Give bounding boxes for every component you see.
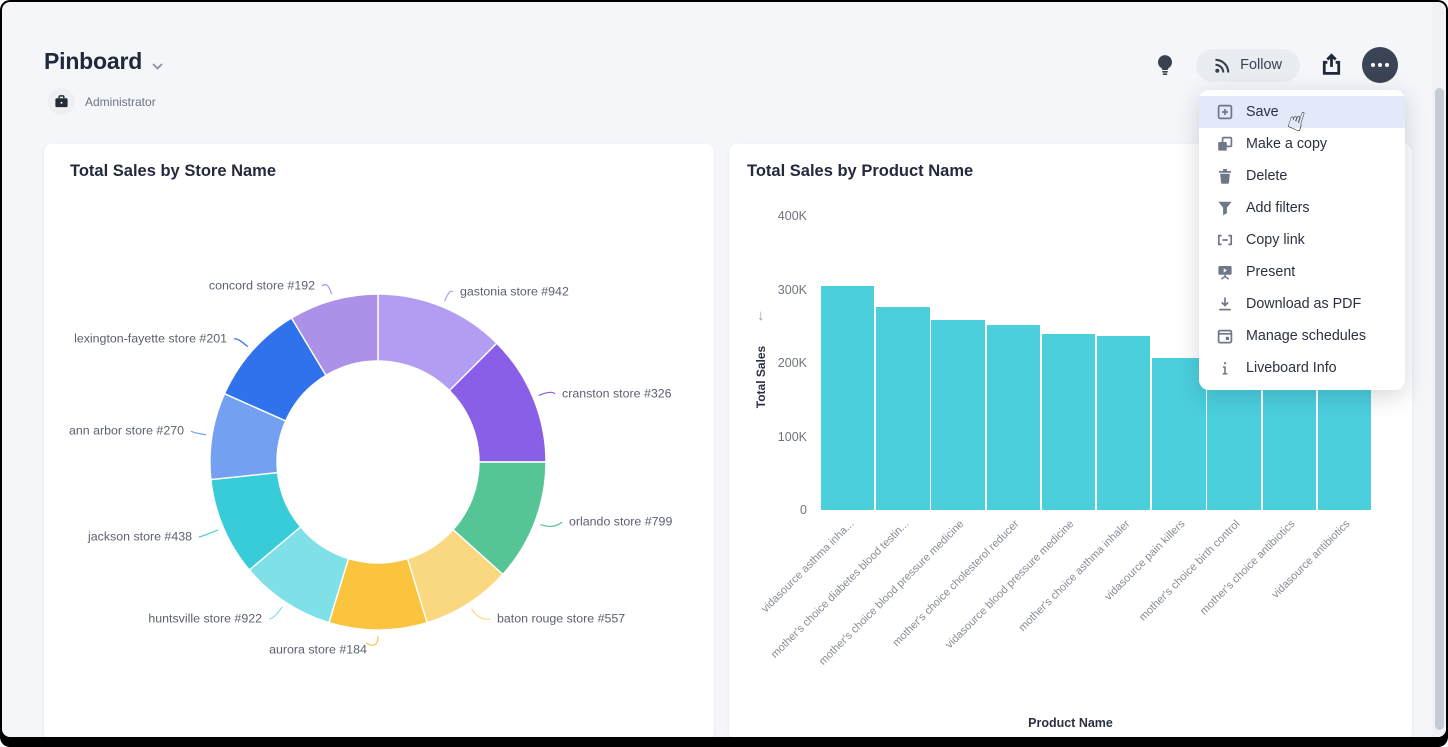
info-icon	[1216, 360, 1233, 377]
copy-icon	[1216, 136, 1233, 153]
bar-1[interactable]	[821, 285, 875, 510]
donut-label-leader	[233, 338, 249, 348]
avatar	[48, 88, 75, 115]
follow-label: Follow	[1240, 57, 1282, 73]
donut-label-leader	[470, 608, 491, 620]
page-scrollbar[interactable]	[1432, 2, 1446, 737]
menu-item-label: Delete	[1246, 168, 1288, 184]
y-tick-label: 300K	[777, 282, 807, 297]
menu-item-manage-schedules[interactable]: Manage schedules	[1199, 320, 1405, 352]
calendar-icon	[1216, 328, 1233, 345]
donut-label: aurora store #184	[269, 642, 367, 656]
menu-item-label: Present	[1246, 264, 1296, 280]
bar-4[interactable]	[986, 324, 1040, 510]
menu-item-add-filters[interactable]: Add filters	[1199, 192, 1405, 224]
donut-chart: gastonia store #942 cranston store #326 or…	[69, 278, 672, 656]
y-axis-title: Total Sales	[754, 345, 768, 409]
toolbar: Follow	[1148, 47, 1398, 83]
y-tick-label: 100K	[777, 429, 807, 444]
ellipsis-icon	[1385, 63, 1389, 67]
share-icon	[1322, 52, 1340, 75]
donut-label: gastonia store #942	[460, 284, 569, 298]
menu-item-label: Save	[1246, 104, 1279, 120]
bar-10[interactable]	[1317, 381, 1372, 510]
share-button[interactable]	[1314, 48, 1348, 82]
rss-icon	[1215, 58, 1230, 73]
menu-item-label: Add filters	[1246, 200, 1310, 216]
bar-2[interactable]	[876, 307, 930, 510]
donut-label-leader	[198, 529, 219, 538]
y-tick-label: 200K	[777, 356, 807, 370]
scrollbar-thumb[interactable]	[1434, 88, 1444, 730]
donut-label-leader	[444, 290, 454, 302]
follow-button[interactable]: Follow	[1196, 48, 1300, 82]
trash-icon	[1216, 168, 1233, 185]
bar-5[interactable]	[1041, 333, 1096, 510]
x-axis-title: Product Name	[1028, 716, 1113, 730]
donut-label: jackson store #438	[87, 529, 192, 543]
briefcase-icon	[55, 95, 68, 108]
menu-item-label: Make a copy	[1246, 136, 1328, 152]
menu-item-liveboard-info[interactable]: Liveboard Info	[1199, 352, 1405, 384]
menu-item-label: Liveboard Info	[1246, 360, 1337, 376]
copy-link-icon	[1216, 232, 1233, 249]
menu-item-save[interactable]: Save	[1199, 96, 1405, 128]
donut-label: cranston store #326	[562, 386, 672, 400]
ellipsis-icon	[1378, 63, 1382, 67]
bar-6[interactable]	[1097, 335, 1151, 510]
chevron-down-icon[interactable]	[152, 58, 163, 76]
donut-label: concord store #192	[209, 278, 315, 292]
bar-8[interactable]	[1207, 366, 1261, 510]
download-icon	[1216, 296, 1233, 313]
donut-label-leader	[365, 635, 379, 646]
donut-label: baton rouge store #557	[497, 611, 625, 625]
donut-label-leader	[321, 283, 333, 295]
donut-label: huntsville store #922	[148, 611, 262, 625]
more-actions-button[interactable]	[1362, 47, 1398, 83]
owner-row: Administrator	[48, 88, 156, 115]
menu-item-download-as-pdf[interactable]: Download as PDF	[1199, 288, 1405, 320]
menu-item-make-a-copy[interactable]: Make a copy	[1199, 128, 1405, 160]
chart-title: Total Sales by Product Name	[747, 162, 974, 180]
filter-icon	[1216, 200, 1233, 217]
bar-7[interactable]	[1152, 357, 1206, 510]
present-icon	[1216, 264, 1233, 281]
sort-descending-icon[interactable]: ↓	[757, 307, 765, 324]
owner-name: Administrator	[85, 94, 156, 109]
menu-item-label: Copy link	[1246, 232, 1305, 248]
menu-item-label: Manage schedules	[1246, 328, 1367, 344]
donut-label-leader	[538, 391, 556, 396]
insights-button[interactable]	[1148, 48, 1182, 82]
donut-label: orlando store #799	[569, 514, 672, 528]
ellipsis-icon	[1371, 63, 1375, 67]
page-title[interactable]: Pinboard	[44, 48, 143, 74]
menu-item-copy-link[interactable]: Copy link	[1199, 224, 1405, 256]
bar-9[interactable]	[1262, 374, 1316, 510]
card-total-sales-by-store: Total Sales by Store Name gastonia store…	[44, 144, 714, 737]
y-tick-label: 400K	[777, 209, 807, 223]
donut-label: lexington-fayette store #201	[74, 331, 227, 345]
save-plus-icon	[1216, 104, 1233, 121]
chart-title: Total Sales by Store Name	[70, 162, 277, 180]
lightbulb-icon	[1158, 55, 1173, 75]
donut-label-leader	[190, 430, 207, 436]
bar-3[interactable]	[931, 320, 985, 510]
bar-plot-area	[820, 216, 1372, 510]
menu-item-delete[interactable]: Delete	[1199, 160, 1405, 192]
donut-label-leader	[268, 606, 283, 620]
more-actions-menu: Save Make a copy Delete Add filters Copy lin…	[1199, 90, 1405, 390]
donut-label: ann arbor store #270	[69, 423, 184, 437]
donut-label-leader	[540, 521, 563, 528]
menu-item-label: Download as PDF	[1246, 296, 1362, 312]
y-tick-label: 0	[800, 503, 807, 517]
menu-item-present[interactable]: Present	[1199, 256, 1405, 288]
donut-segment[interactable]	[290, 293, 379, 377]
